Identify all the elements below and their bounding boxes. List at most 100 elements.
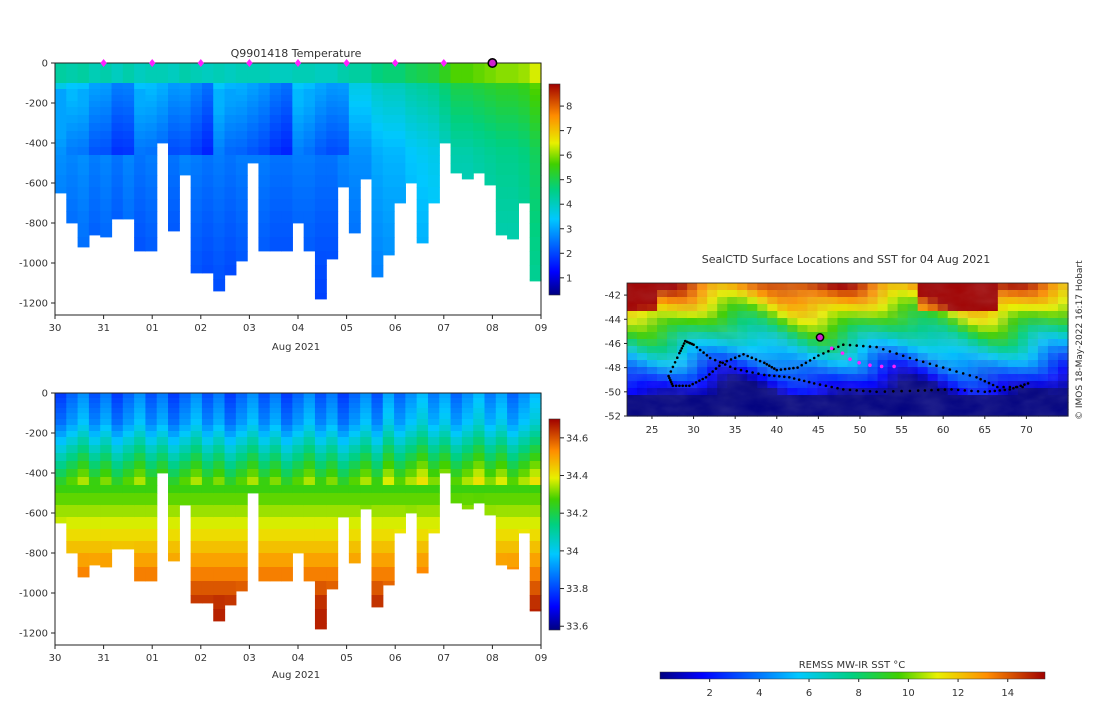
temperature-cell bbox=[507, 187, 519, 200]
salinity-cell bbox=[495, 393, 508, 399]
temperature-cell bbox=[518, 95, 531, 102]
salinity-cell bbox=[134, 567, 147, 582]
salinity-cell bbox=[258, 437, 271, 446]
temperature-cell bbox=[292, 139, 305, 148]
temperature-cell bbox=[337, 123, 350, 132]
temperature-cell bbox=[201, 147, 214, 156]
lat-tick-label: -44 bbox=[605, 315, 621, 326]
temperature-cell bbox=[360, 107, 373, 116]
salinity-cell bbox=[235, 437, 248, 446]
temperature-cell bbox=[405, 107, 418, 116]
salinity-cell bbox=[360, 413, 373, 420]
salinity-cell bbox=[473, 461, 486, 470]
temperature-cell bbox=[382, 163, 395, 176]
temperature-cell bbox=[224, 89, 237, 96]
temperature-cell bbox=[201, 155, 214, 164]
temperature-cell bbox=[156, 68, 169, 74]
temperature-cell bbox=[122, 115, 135, 124]
salinity-cell bbox=[201, 461, 214, 470]
salinity-cell bbox=[269, 485, 282, 494]
track-point bbox=[800, 363, 803, 367]
temperature-cell bbox=[326, 175, 339, 188]
temperature-cell bbox=[190, 163, 203, 176]
temperature-cell bbox=[134, 115, 147, 124]
temperature-cell bbox=[55, 147, 67, 156]
salinity-cell bbox=[145, 567, 158, 582]
x-tick-label: 01 bbox=[146, 323, 159, 334]
track-point bbox=[708, 373, 711, 376]
temperature-cell bbox=[122, 83, 135, 90]
temperature-cell bbox=[269, 89, 282, 96]
track-point bbox=[733, 367, 737, 371]
track-point bbox=[708, 356, 712, 360]
salinity-cell bbox=[168, 541, 180, 554]
salinity-cell bbox=[450, 425, 463, 432]
temperature-cell bbox=[416, 163, 429, 176]
salinity-cell bbox=[371, 437, 384, 446]
salinity-panel: 0-200-400-600-800-1000-1200 30 31 01 02 03 04… bbox=[19, 389, 588, 682]
salinity-cell bbox=[213, 485, 226, 494]
salinity-cell bbox=[88, 445, 101, 454]
salinity-cell bbox=[134, 553, 147, 568]
temperature-cell bbox=[77, 89, 90, 96]
temperature-cell bbox=[450, 63, 463, 69]
salinity-cell bbox=[100, 517, 113, 530]
temperature-cell bbox=[258, 83, 271, 90]
salinity-cell bbox=[416, 461, 429, 470]
salinity-cell bbox=[269, 517, 282, 530]
x-tick-label: 01 bbox=[146, 653, 159, 664]
salinity-cell bbox=[100, 553, 113, 568]
temperature-cell bbox=[507, 68, 519, 74]
track-point bbox=[848, 343, 852, 347]
temperature-cell bbox=[281, 187, 293, 200]
temperature-cell bbox=[473, 63, 486, 69]
salinity-cell bbox=[235, 398, 248, 404]
salinity-cell bbox=[281, 553, 293, 568]
salinity-cell bbox=[145, 453, 158, 462]
temperature-cell bbox=[66, 101, 79, 108]
salinity-cell bbox=[258, 485, 271, 494]
salinity-cell bbox=[450, 408, 463, 414]
temperature-cell bbox=[337, 115, 350, 124]
salinity-cell bbox=[258, 505, 271, 518]
salinity-cell bbox=[111, 541, 124, 550]
salinity-cell bbox=[416, 398, 429, 404]
track-point bbox=[779, 368, 783, 371]
temperature-cell bbox=[201, 265, 214, 274]
track-point bbox=[775, 368, 779, 372]
temperature-cell bbox=[326, 107, 339, 116]
temperature-cell bbox=[247, 63, 260, 69]
salinity-cell bbox=[168, 517, 180, 530]
track-point bbox=[751, 371, 754, 374]
salinity-cell bbox=[518, 485, 531, 494]
salinity-cell bbox=[213, 581, 226, 596]
profile-marker bbox=[197, 59, 204, 67]
temperature-cell bbox=[427, 115, 440, 124]
salinity-cell bbox=[529, 431, 542, 438]
colorbar-tick-label: 1 bbox=[566, 273, 572, 284]
temperature-cell bbox=[529, 175, 542, 188]
salinity-cell bbox=[224, 595, 237, 606]
salinity-cell bbox=[111, 461, 124, 470]
temperature-cell bbox=[269, 101, 282, 108]
temperature-cell bbox=[88, 211, 101, 224]
salinity-cell bbox=[427, 431, 440, 438]
temperature-cell bbox=[77, 95, 90, 102]
temperature-cell bbox=[201, 163, 214, 176]
salinity-cell bbox=[394, 431, 406, 438]
salinity-cell bbox=[77, 529, 90, 542]
temperature-cell bbox=[495, 155, 508, 164]
track-point bbox=[788, 376, 791, 379]
temperature-cell bbox=[461, 73, 474, 79]
temperature-cell bbox=[326, 131, 339, 140]
salinity-cell bbox=[303, 541, 316, 554]
temperature-cell bbox=[134, 95, 147, 102]
temperature-cell bbox=[66, 187, 79, 200]
salinity-cell bbox=[518, 398, 531, 404]
salinity-cell bbox=[168, 529, 180, 542]
salinity-cell bbox=[495, 445, 508, 454]
salinity-cell bbox=[201, 413, 214, 420]
temperature-cell bbox=[461, 155, 474, 164]
salinity-cell bbox=[77, 398, 90, 404]
